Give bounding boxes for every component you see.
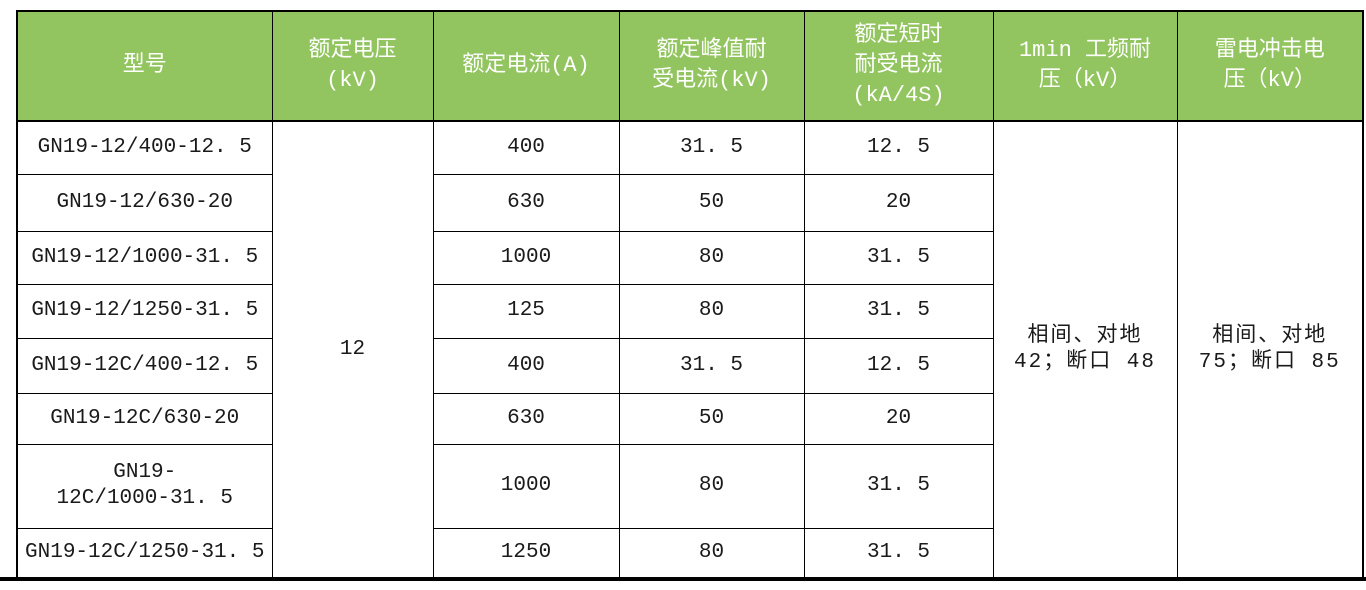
cell-model: GN19-12C/1250-31. 5 [16, 527, 273, 580]
cell-rated-current: 1000 [432, 230, 620, 285]
cell-lightning-impulse-merged: 相间、对地 75；断口 85 [1176, 120, 1364, 580]
table-row: GN19-12C/400-12. 5 400 31. 5 12. 5 [16, 337, 1363, 394]
table-row: GN19-12/400-12. 5 12 400 31. 5 12. 5 相间、… [16, 120, 1364, 580]
bottom-divider [0, 577, 1366, 581]
cell-short-time-current: 31. 5 [803, 527, 994, 580]
cell-rated-current: 125 [432, 283, 620, 339]
cell-power-frequency-withstand-merged: 相间、对地 42；断口 48 [992, 120, 1178, 580]
cell-rated-current: 400 [432, 120, 620, 175]
table-row: GN19-12/1000-31. 5 1000 80 31. 5 [16, 230, 1363, 285]
spec-table: 型号 额定电压 (kV) 额定电流(A) 额定峰值耐 受电流(kV) 额定短时 … [16, 10, 1364, 580]
cell-peak-current: 80 [618, 283, 805, 339]
cell-peak-current: 50 [618, 173, 805, 232]
cell-peak-current: 31. 5 [618, 337, 805, 394]
cell-rated-current: 630 [432, 392, 620, 445]
cell-rated-current: 630 [432, 173, 620, 232]
cell-peak-current: 80 [618, 527, 805, 580]
cell-peak-current: 31. 5 [618, 120, 805, 175]
header-rated-current: 额定电流(A) [432, 10, 620, 122]
header-rated-voltage: 额定电压 (kV) [271, 10, 434, 122]
header-short-time-withstand-current: 额定短时 耐受电流 (kA/4S) [803, 10, 994, 122]
header-lightning-impulse-voltage: 雷电冲击电 压（kV） [1176, 10, 1364, 122]
table-row: GN19-12C/630-20 630 50 20 [16, 392, 1363, 445]
header-power-frequency-withstand-voltage: 1min 工频耐 压（kV） [992, 10, 1178, 122]
cell-model: GN19- 12C/1000-31. 5 [16, 443, 273, 529]
cell-rated-current: 1000 [432, 443, 620, 529]
cell-rated-current: 400 [432, 337, 620, 394]
cell-peak-current: 80 [618, 443, 805, 529]
cell-short-time-current: 20 [803, 392, 994, 445]
cell-model: GN19-12/400-12. 5 [16, 120, 273, 175]
cell-model: GN19-12/630-20 [16, 173, 273, 232]
cell-model: GN19-12C/630-20 [16, 392, 273, 445]
cell-model: GN19-12/1000-31. 5 [16, 230, 273, 285]
cell-short-time-current: 31. 5 [803, 443, 994, 529]
cell-rated-voltage-merged: 12 [271, 120, 434, 580]
cell-short-time-current: 12. 5 [803, 120, 994, 175]
cell-peak-current: 80 [618, 230, 805, 285]
cell-rated-current: 1250 [432, 527, 620, 580]
table-row: GN19-12/1250-31. 5 125 80 31. 5 [16, 283, 1363, 339]
cell-short-time-current: 12. 5 [803, 337, 994, 394]
cell-short-time-current: 20 [803, 173, 994, 232]
header-model: 型号 [16, 10, 273, 122]
header-row: 型号 额定电压 (kV) 额定电流(A) 额定峰值耐 受电流(kV) 额定短时 … [16, 10, 1364, 122]
cell-short-time-current: 31. 5 [803, 283, 994, 339]
cell-model: GN19-12C/400-12. 5 [16, 337, 273, 394]
cell-short-time-current: 31. 5 [803, 230, 994, 285]
header-peak-withstand-current: 额定峰值耐 受电流(kV) [618, 10, 805, 122]
table-row: GN19-12/630-20 630 50 20 [16, 173, 1363, 232]
cell-model: GN19-12/1250-31. 5 [16, 283, 273, 339]
cell-peak-current: 50 [618, 392, 805, 445]
